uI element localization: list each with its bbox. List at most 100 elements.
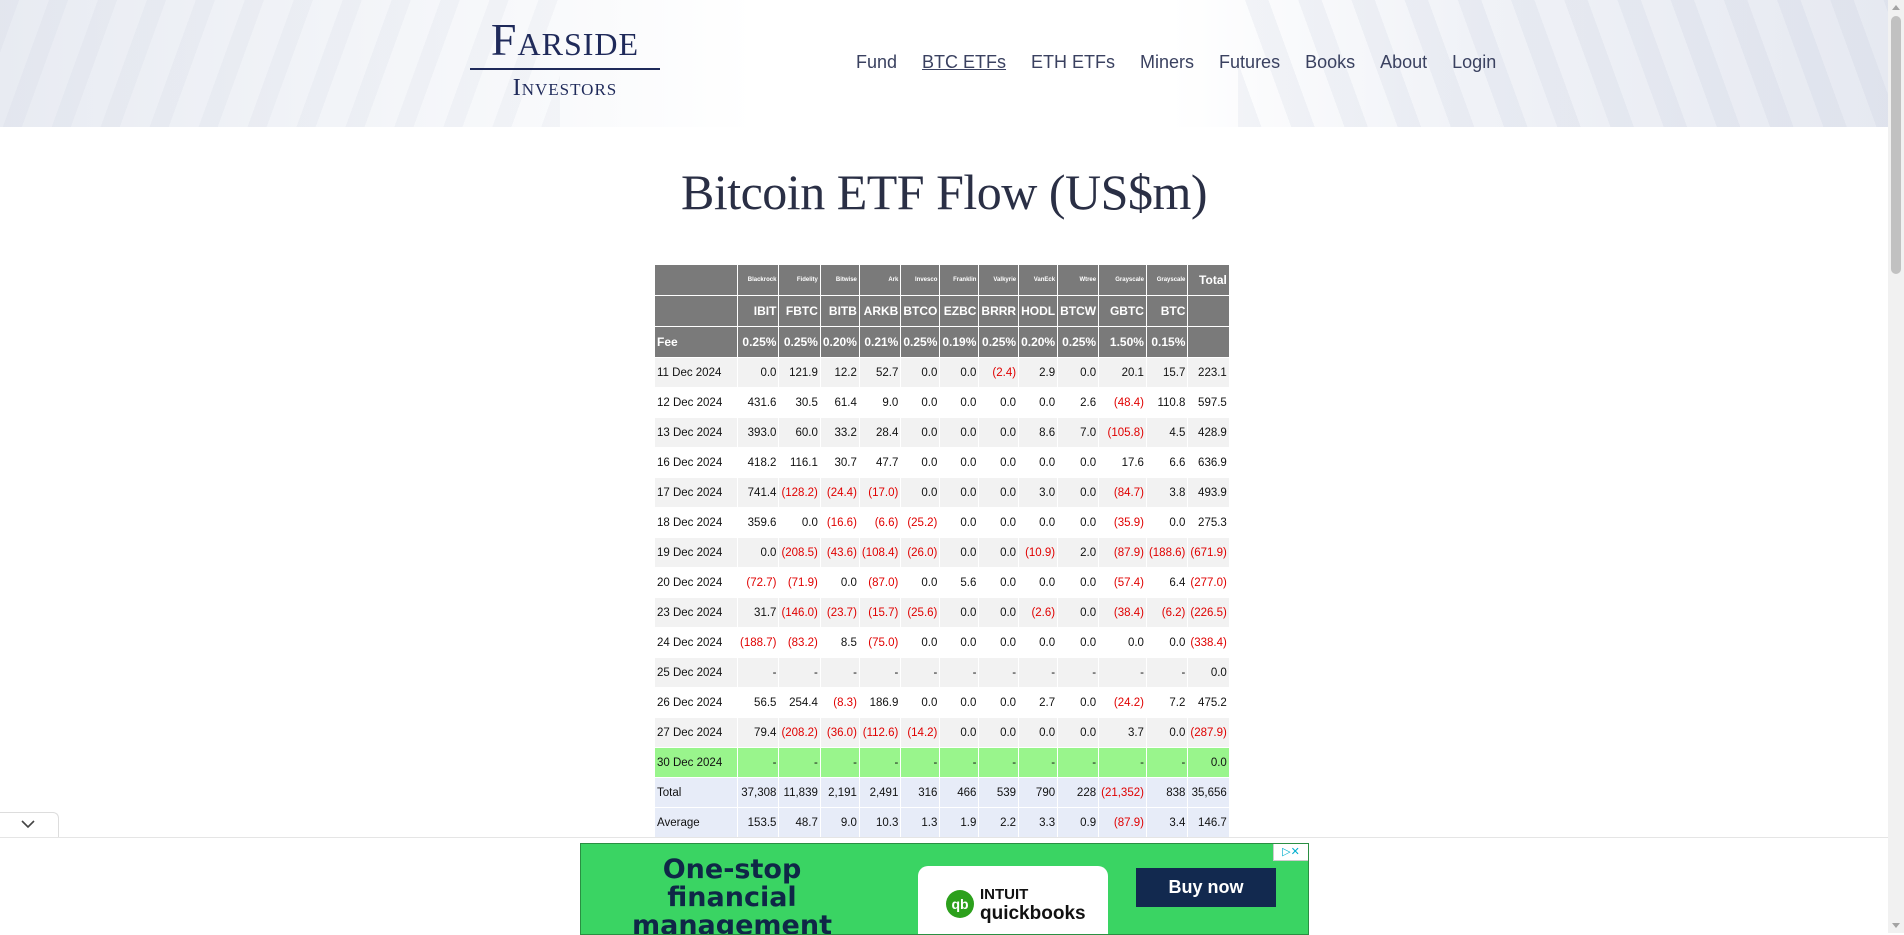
flow-cell: - — [858, 657, 902, 688]
flow-cell: 0.0 — [939, 627, 980, 658]
flow-cell: 15.7 — [1145, 357, 1189, 388]
flow-cell: (71.9) — [778, 567, 821, 598]
flow-cell: 0.0 — [1057, 447, 1100, 478]
scrollbar-thumb[interactable] — [1891, 16, 1901, 274]
summary-cell: 1.9 — [939, 807, 980, 838]
flow-cell: (15.7) — [858, 597, 902, 628]
scroll-up-arrow-icon[interactable] — [1892, 5, 1900, 10]
flow-cell: 30.7 — [819, 447, 860, 478]
flow-cell: 0.0 — [1018, 507, 1059, 538]
scroll-down-arrow-icon[interactable] — [1892, 923, 1900, 928]
provider-header-0 — [654, 264, 738, 296]
flow-cell: - — [736, 747, 780, 778]
flow-cell: (108.4) — [858, 537, 902, 568]
flow-cell: 0.0 — [939, 507, 980, 538]
flow-cell: 17.6 — [1098, 447, 1147, 478]
flow-cell: (25.2) — [900, 507, 941, 538]
summary-row: Total 37,308 11,839 2,191 2,491 316 466 539 790 2… — [654, 777, 1230, 808]
ad-brand-line2: quickbooks — [980, 903, 1086, 924]
flow-cell: 30.5 — [778, 387, 821, 418]
nav-fund[interactable]: Fund — [856, 52, 898, 72]
quickbooks-ad[interactable]: One-stop financial management qb INTUIT … — [580, 843, 1309, 935]
provider-header-6: Franklin — [939, 264, 980, 296]
flow-cell: 0.0 — [900, 447, 941, 478]
flow-cell: (75.0) — [858, 627, 902, 658]
ticker-header-4: ARKB — [858, 295, 902, 327]
fee-header-9: 0.25% — [1057, 326, 1100, 358]
ad-headline: One-stop financial management — [631, 854, 832, 935]
flow-cell: 0.0 — [1018, 387, 1059, 418]
row-date: 27 Dec 2024 — [654, 717, 738, 748]
flow-cell: (226.5) — [1187, 597, 1230, 628]
flow-cell: - — [778, 657, 821, 688]
summary-cell: 838 — [1145, 777, 1189, 808]
table-row: 26 Dec 2024 56.5 254.4 (8.3) 186.9 0.0 0.0 0.0 2… — [654, 687, 1230, 718]
flow-cell: 12.2 — [819, 357, 860, 388]
buy-now-button[interactable]: Buy now — [1136, 868, 1276, 907]
nav-futures[interactable]: Futures — [1219, 52, 1281, 72]
flow-cell: - — [1098, 747, 1147, 778]
flow-cell: 0.0 — [978, 447, 1020, 478]
flow-cell: (17.0) — [858, 477, 902, 508]
nav-btc-etfs[interactable]: BTC ETFs — [922, 52, 1007, 72]
flow-cell: 0.0 — [1057, 597, 1100, 628]
flow-cell: (14.2) — [900, 717, 941, 748]
flow-cell: (146.0) — [778, 597, 821, 628]
flow-cell: 475.2 — [1187, 687, 1230, 718]
flow-cell: 493.9 — [1187, 477, 1230, 508]
flow-cell: 0.0 — [939, 537, 980, 568]
ticker-header-0 — [654, 295, 738, 327]
flow-table-body: 11 Dec 2024 0.0 121.9 12.2 52.7 0.0 0.0 (2.4) 2.… — [654, 357, 1230, 838]
flow-cell: 0.0 — [1145, 507, 1189, 538]
flow-cell: - — [939, 747, 980, 778]
flow-cell: 79.4 — [736, 717, 780, 748]
flow-cell: (671.9) — [1187, 537, 1230, 568]
flow-cell: 0.0 — [939, 357, 980, 388]
adchoices-icon[interactable]: ▷✕ — [1273, 844, 1308, 861]
flow-cell: 0.0 — [978, 387, 1020, 418]
row-date: 30 Dec 2024 — [654, 747, 738, 778]
flow-cell: 0.0 — [939, 447, 980, 478]
flow-cell: (43.6) — [819, 537, 860, 568]
ticker-header-5: BTCO — [900, 295, 941, 327]
flow-cell: - — [900, 657, 941, 688]
flow-cell: 0.0 — [1057, 567, 1100, 598]
flow-cell: 0.0 — [1018, 447, 1059, 478]
fee-header-1: 0.25% — [736, 326, 780, 358]
flow-cell: 359.6 — [736, 507, 780, 538]
farside-logo[interactable]: Farside Investors — [470, 14, 660, 106]
nav-eth-etfs[interactable]: ETH ETFs — [1031, 52, 1116, 72]
flow-cell: 28.4 — [858, 417, 902, 448]
flow-cell: (8.3) — [819, 687, 860, 718]
provider-header-row: Blackrock Fidelity Bitwise Ark Invesco Frankl… — [654, 264, 1230, 296]
flow-cell: 0.0 — [978, 477, 1020, 508]
provider-header-4: Ark — [858, 264, 902, 296]
provider-header-5: Invesco — [900, 264, 941, 296]
table-row: 16 Dec 2024 418.2 116.1 30.7 47.7 0.0 0.0 0.0 0.… — [654, 447, 1230, 478]
flow-cell: 275.3 — [1187, 507, 1230, 538]
nav-login[interactable]: Login — [1452, 52, 1497, 72]
fee-header-8: 0.20% — [1018, 326, 1059, 358]
logo-line1: Farside — [490, 14, 640, 65]
flow-cell: 0.0 — [819, 567, 860, 598]
flow-cell: (188.6) — [1145, 537, 1189, 568]
summary-cell: 48.7 — [778, 807, 821, 838]
page-title: Bitcoin ETF Flow (US$m) — [680, 164, 1208, 220]
table-row: 24 Dec 2024 (188.7) (83.2) 8.5 (75.0) 0.0 0.0 0… — [654, 627, 1230, 658]
fee-header-12 — [1187, 326, 1230, 358]
flow-cell: - — [978, 657, 1020, 688]
flow-cell: 3.7 — [1098, 717, 1147, 748]
provider-header-12: Total — [1187, 264, 1230, 296]
flow-cell: 2.6 — [1057, 387, 1100, 418]
summary-label: Total — [654, 777, 738, 808]
fee-header-6: 0.19% — [939, 326, 980, 358]
page-scrollbar[interactable] — [1888, 0, 1904, 933]
row-date: 26 Dec 2024 — [654, 687, 738, 718]
nav-miners[interactable]: Miners — [1140, 52, 1195, 72]
nav-about[interactable]: About — [1380, 52, 1428, 72]
flow-cell: 254.4 — [778, 687, 821, 718]
collapse-ad-toggle[interactable] — [0, 812, 59, 837]
nav-books[interactable]: Books — [1305, 52, 1356, 72]
provider-header-11: Grayscale — [1145, 264, 1189, 296]
fee-header-0: Fee — [654, 326, 738, 358]
